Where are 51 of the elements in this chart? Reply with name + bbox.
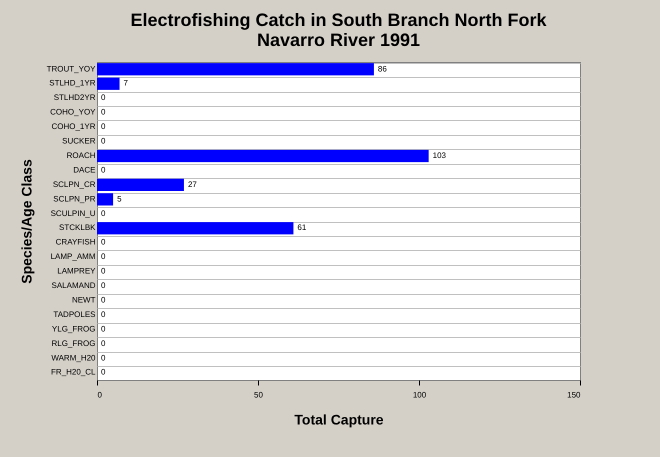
x-tick-label: 50: [254, 390, 264, 400]
data-label: 0: [101, 252, 106, 262]
y-tick-label: SCULPIN_U: [50, 208, 96, 218]
data-label: 0: [101, 338, 106, 348]
y-axis-title: Species/Age Class: [18, 159, 35, 284]
y-tick-label: LAMPREY: [57, 266, 96, 276]
x-tick-label: 100: [412, 390, 427, 400]
x-tick-label: 150: [567, 390, 582, 400]
y-tick-label: LAMP_AMM: [50, 252, 96, 262]
data-label: 5: [117, 194, 122, 204]
x-axis-title: Total Capture: [294, 412, 384, 428]
data-label: 7: [124, 78, 129, 88]
y-tick-label: CRAYFISH: [56, 238, 96, 247]
data-label: 0: [101, 136, 106, 146]
y-tick-label: COHO_1YR: [51, 122, 96, 132]
data-label: 0: [101, 310, 106, 319]
data-label: 27: [188, 180, 198, 189]
y-tick-label: STLHD2YR: [54, 93, 96, 102]
y-tick-label: RLG_FROG: [51, 338, 96, 348]
y-tick-label: FR_H20_CL: [51, 368, 96, 377]
data-label: 0: [101, 295, 106, 304]
y-tick-label: WARM_H20: [51, 353, 96, 362]
chart-title: Electrofishing Catch in South Branch North Fork Navarro River 1991: [130, 10, 548, 50]
data-label: 103: [432, 150, 447, 160]
y-tick-label: SCLPN_CR: [52, 180, 96, 189]
data-label: 61: [297, 223, 307, 232]
y-tick-label: YLG_FROG: [52, 324, 96, 334]
y-tick-label: NEWT: [72, 295, 96, 304]
y-tick-label: DACE: [73, 165, 96, 174]
y-tick-label: STCKLBK: [59, 223, 96, 232]
data-label: 0: [101, 108, 106, 117]
data-label: 0: [101, 208, 106, 218]
y-tick-label: TROUT_YOY: [46, 64, 96, 74]
y-tick-label: SCLPN_PR: [53, 194, 96, 204]
data-label: 0: [101, 165, 106, 174]
y-tick-label: SUCKER: [62, 136, 96, 146]
y-tick-label: COHO_YOY: [50, 108, 96, 117]
data-label: 0: [101, 353, 106, 362]
data-label: 0: [101, 281, 106, 290]
y-tick-label: STLHD_1YR: [49, 78, 96, 88]
y-tick-label: ROACH: [66, 150, 96, 160]
data-label: 0: [101, 122, 106, 132]
x-tick-label: 0: [98, 390, 102, 400]
data-label: 0: [101, 368, 106, 377]
data-label: 0: [101, 266, 106, 276]
data-label: 0: [101, 238, 106, 247]
data-label: 0: [101, 93, 106, 102]
data-label: 86: [378, 64, 388, 74]
data-label: 0: [101, 324, 106, 334]
y-tick-label: SALAMAND: [51, 281, 96, 290]
y-tick-label: TADPOLES: [53, 310, 96, 319]
